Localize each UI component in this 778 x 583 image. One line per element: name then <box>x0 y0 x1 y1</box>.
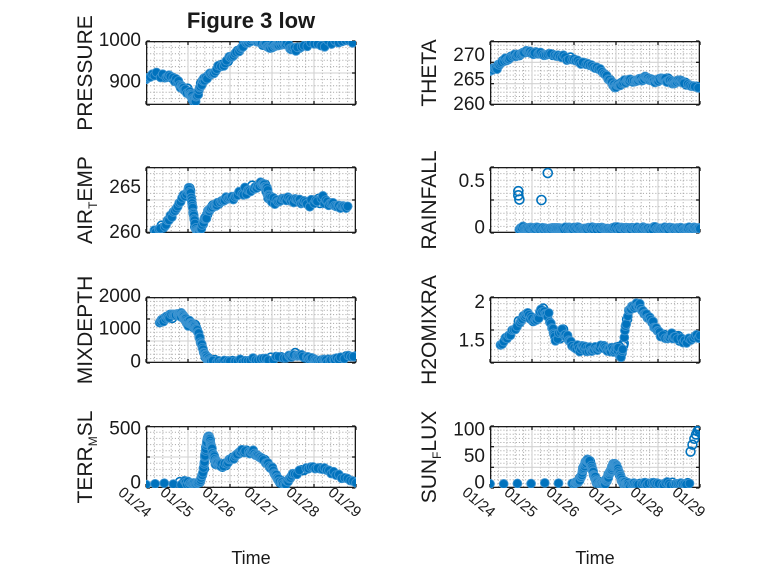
svg-text:01/27: 01/27 <box>585 484 625 521</box>
svg-text:0: 0 <box>130 351 141 372</box>
svg-text:01/27: 01/27 <box>241 484 281 521</box>
svg-text:01/25: 01/25 <box>501 484 541 521</box>
svg-text:900: 900 <box>109 71 141 92</box>
svg-text:270: 270 <box>453 45 485 66</box>
svg-text:01/28: 01/28 <box>627 484 667 521</box>
svg-text:1000: 1000 <box>99 30 141 51</box>
svg-text:01/28: 01/28 <box>283 484 323 521</box>
svg-text:265: 265 <box>109 177 141 198</box>
svg-text:500: 500 <box>109 418 141 439</box>
svg-text:01/26: 01/26 <box>543 484 583 521</box>
svg-text:01/29: 01/29 <box>325 484 365 521</box>
svg-text:2: 2 <box>474 292 485 313</box>
svg-text:01/29: 01/29 <box>669 484 709 521</box>
svg-text:260: 260 <box>109 222 141 243</box>
svg-text:01/25: 01/25 <box>157 484 197 521</box>
svg-text:1000: 1000 <box>99 319 141 340</box>
svg-text:1.5: 1.5 <box>459 331 485 352</box>
svg-text:50: 50 <box>464 446 485 467</box>
svg-text:2000: 2000 <box>99 286 141 307</box>
svg-text:260: 260 <box>453 94 485 115</box>
svg-text:0.5: 0.5 <box>459 171 485 192</box>
svg-text:100: 100 <box>453 419 485 440</box>
svg-text:01/26: 01/26 <box>199 484 239 521</box>
svg-text:265: 265 <box>453 69 485 90</box>
svg-text:0: 0 <box>474 217 485 238</box>
